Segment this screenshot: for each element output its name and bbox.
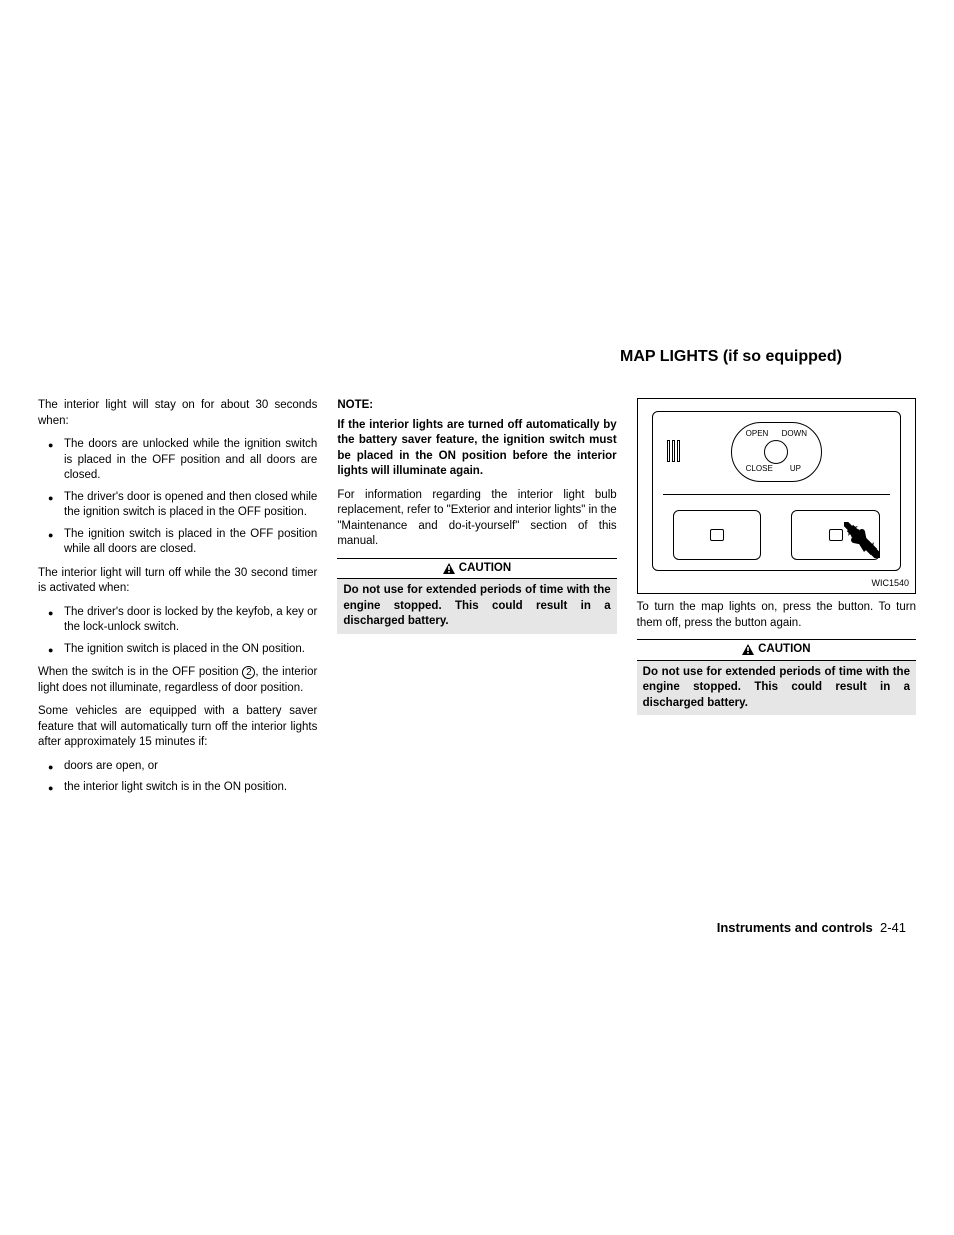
caution-text: Do not use for extended periods of time … [337, 579, 616, 634]
figure-id: WIC1540 [638, 575, 915, 593]
vents-icon [667, 440, 680, 462]
column-3: OPEN DOWN CLOSE UP [637, 398, 916, 804]
label-down: DOWN [782, 429, 807, 440]
list-saver: doors are open, or the interior light sw… [38, 759, 317, 796]
instruction-text: To turn the map lights on, press the but… [637, 600, 916, 631]
content-columns: The interior light will stay on for abou… [38, 398, 916, 804]
knob-icon [764, 440, 788, 464]
off-position-text: When the switch is in the OFF position 2… [38, 665, 317, 696]
warning-triangle-icon [443, 563, 455, 574]
caution-label: CAUTION [459, 561, 511, 577]
info-text: For information regarding the interior l… [337, 488, 616, 550]
map-light-panel-diagram: OPEN DOWN CLOSE UP [652, 411, 901, 571]
list-item: The driver's door is opened and then clo… [64, 490, 317, 521]
list-item: The driver's door is locked by the keyfo… [64, 605, 317, 636]
list-stay-on: The doors are unlocked while the ignitio… [38, 437, 317, 558]
footer-section: Instruments and controls [717, 920, 873, 935]
note-heading: NOTE: [337, 398, 616, 414]
text-span: When the switch is in the OFF position [38, 666, 242, 678]
page-footer: Instruments and controls 2-41 [717, 920, 906, 935]
intro-text: The interior light will stay on for abou… [38, 398, 317, 429]
list-item: The ignition switch is placed in the ON … [64, 642, 317, 658]
caution-label: CAUTION [758, 642, 810, 658]
list-item: The ignition switch is placed in the OFF… [64, 527, 317, 558]
pointer-arrow-icon [844, 522, 880, 558]
column-1: The interior light will stay on for abou… [38, 398, 317, 804]
sunroof-switch-icon: OPEN DOWN CLOSE UP [731, 422, 822, 482]
lamp-left-icon [673, 510, 762, 560]
turnoff-intro: The interior light will turn off while t… [38, 566, 317, 597]
footer-page: 2-41 [880, 920, 906, 935]
caution-header: CAUTION [337, 558, 616, 580]
divider-line [663, 494, 890, 495]
caution-text: Do not use for extended periods of time … [637, 661, 916, 716]
list-item: The doors are unlocked while the ignitio… [64, 437, 317, 484]
list-turn-off: The driver's door is locked by the keyfo… [38, 605, 317, 658]
warning-triangle-icon [742, 644, 754, 655]
list-item: the interior light switch is in the ON p… [64, 780, 317, 796]
caution-header: CAUTION [637, 639, 916, 661]
section-title: MAP LIGHTS (if so equipped) [620, 348, 842, 366]
saver-intro: Some vehicles are equipped with a batter… [38, 704, 317, 751]
label-close: CLOSE [746, 464, 773, 475]
label-up: UP [790, 464, 801, 475]
map-light-figure: OPEN DOWN CLOSE UP [637, 398, 916, 594]
note-body: If the interior lights are turned off au… [337, 418, 616, 480]
column-2: NOTE: If the interior lights are turned … [337, 398, 616, 804]
circled-number-icon: 2 [242, 666, 255, 679]
list-item: doors are open, or [64, 759, 317, 775]
label-open: OPEN [746, 429, 769, 440]
